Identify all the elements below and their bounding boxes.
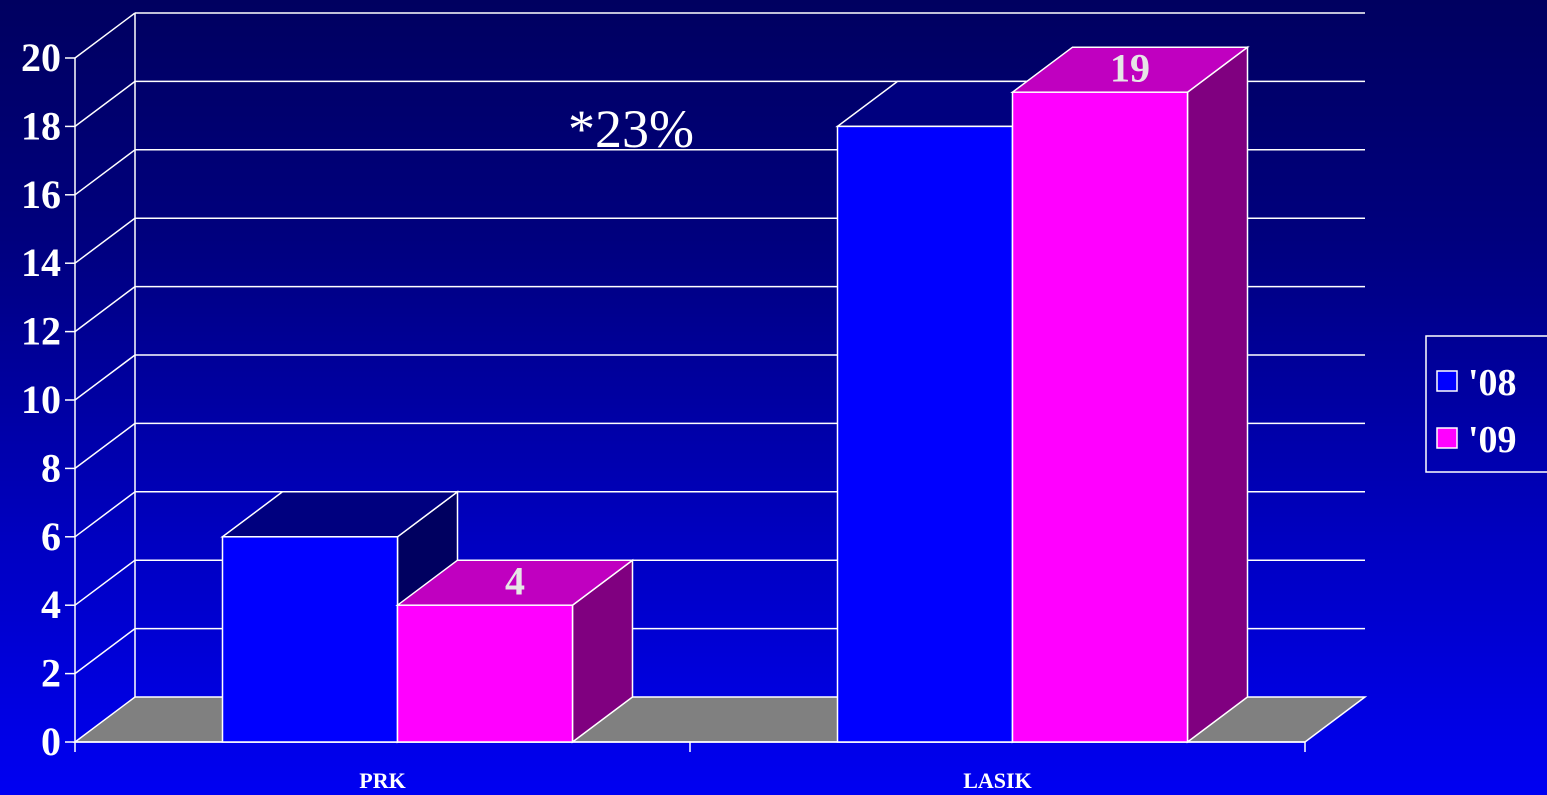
axes: 0 2 4 6 8 10 12 14 16 18 20 [21, 35, 1306, 764]
legend-swatch-2009 [1436, 427, 1458, 449]
y-tick-label: 0 [41, 719, 61, 764]
legend: '08 '09 [1425, 335, 1547, 473]
wall-gridline [74, 217, 136, 264]
y-tick-label: 4 [41, 582, 61, 627]
wall-gridline [74, 149, 136, 196]
wall-gridline [74, 286, 136, 333]
wall-gridline [74, 80, 136, 128]
y-tick-label: 14 [21, 240, 61, 285]
y-tick-label: 8 [41, 445, 61, 490]
legend-label-2009: '09 [1468, 419, 1517, 461]
bar [396, 604, 574, 743]
bars [220, 45, 1250, 744]
wall-gridline [74, 422, 136, 469]
y-tick-label: 16 [21, 172, 61, 217]
bar-side [1186, 45, 1249, 744]
wall-gridline [74, 12, 136, 59]
y-tick-label: 18 [21, 103, 61, 148]
y-tick-label: 6 [41, 514, 61, 559]
bar [221, 536, 399, 743]
y-tick-label: 10 [21, 377, 61, 422]
annotation-label: *23% [568, 99, 694, 159]
data-label: 4 [505, 559, 525, 604]
legend-box [1425, 335, 1547, 473]
chart-labels: PRK LASIK 4 19 [359, 46, 1150, 793]
y-tick-label: 2 [41, 651, 61, 696]
bar [836, 125, 1014, 743]
legend-label-2008: '08 [1468, 362, 1517, 404]
data-label: 19 [1110, 46, 1150, 91]
x-category-label: LASIK [963, 768, 1031, 793]
wall-gridline [74, 627, 136, 675]
bar [1011, 91, 1189, 743]
legend-swatch-2008 [1436, 370, 1458, 392]
wall-gridline [74, 354, 136, 401]
y-tick-label: 12 [21, 309, 61, 354]
wall-gridline [74, 491, 136, 538]
y-tick-label: 20 [21, 35, 61, 80]
x-category-label: PRK [359, 768, 405, 793]
wall-gridline [74, 559, 136, 606]
